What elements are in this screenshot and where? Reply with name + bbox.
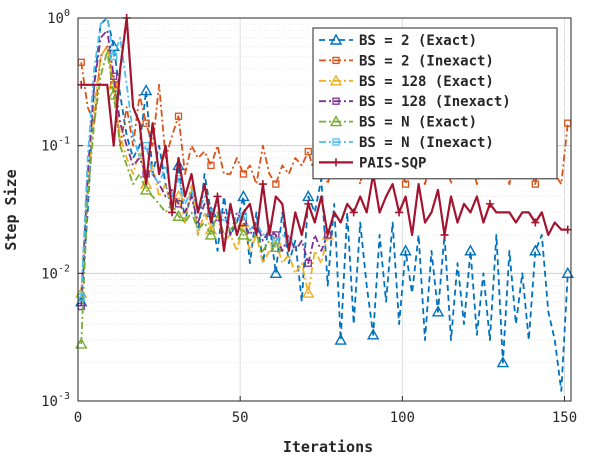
series-5-point: [272, 237, 280, 245]
legend-label: BS = 2 (Exact): [359, 33, 477, 49]
series-1-point: [531, 180, 539, 188]
series-3-point: [304, 259, 312, 267]
plot-frame: [77, 17, 572, 402]
series-2-point: [302, 286, 315, 298]
legend-label: BS = N (Inexact): [359, 135, 494, 151]
series-0-point: [269, 266, 283, 279]
legend: BS = 2 (Exact) BS = 2 (Inexact) BS = 128 (…: [312, 27, 558, 180]
legend-label: BS = 2 (Inexact): [359, 53, 494, 69]
y-ticks: 10-3 10-2 10-1 100: [41, 8, 83, 410]
series-4-point: [269, 240, 283, 252]
series-0-point: [496, 356, 510, 368]
series-4-point: [204, 228, 218, 240]
x-tick-label: 100: [390, 410, 415, 426]
series-6-point: [485, 199, 494, 208]
series-6-point: [531, 218, 540, 227]
legend-box: [312, 27, 558, 180]
series-1-point: [272, 180, 280, 188]
series-4-point: [237, 228, 250, 240]
y-tick-label: 10-3: [41, 391, 70, 410]
series-0-line: [80, 17, 569, 392]
series-1-point: [401, 180, 410, 188]
y-tick-label: 10-1: [41, 136, 70, 155]
series-1-point: [239, 170, 248, 178]
series-6-point: [77, 80, 86, 89]
series-4-point: [107, 88, 120, 100]
x-tick-label: 50: [232, 410, 249, 426]
y-axis-label: Step Size: [2, 169, 20, 250]
legend-label: BS = N (Exact): [359, 115, 477, 131]
series-3-point: [174, 200, 183, 208]
y-tick-label: 10-2: [41, 263, 70, 282]
legend-swatch-point: [332, 97, 340, 105]
y-tick-label: 100: [47, 8, 70, 27]
series-4-line: [80, 50, 277, 344]
series-0-point: [139, 84, 153, 96]
series-1-point: [304, 147, 312, 156]
legend-swatch-point: [329, 115, 343, 127]
series-1-point: [142, 119, 150, 127]
series-1-point: [174, 112, 183, 120]
legend-label: BS = 128 (Inexact): [359, 94, 511, 110]
series-0-point: [172, 159, 185, 171]
series-0-point: [334, 333, 347, 345]
series-4-point: [75, 337, 88, 349]
series-2-line: [80, 45, 329, 295]
series-6-point: [563, 225, 572, 234]
series-6-point: [213, 192, 222, 201]
series-4-point: [172, 209, 185, 221]
series-0-point: [431, 305, 445, 317]
series-6: [77, 14, 572, 252]
series-0-point: [237, 190, 250, 202]
series-6-point: [258, 180, 267, 189]
series-0-point: [529, 244, 542, 256]
series-6-line: [81, 16, 568, 252]
legend-label: PAIS-SQP: [359, 155, 426, 171]
series-6-point: [349, 208, 358, 217]
x-ticks: 0 50 100 150: [74, 396, 577, 426]
series-layer: [75, 14, 574, 392]
series-1-point: [207, 161, 215, 170]
series-0-point: [399, 244, 412, 256]
series-6-point: [440, 230, 449, 239]
series-4-point: [139, 183, 153, 195]
series-0-point: [464, 244, 477, 256]
legend-label: BS = 128 (Exact): [359, 74, 494, 90]
legend-swatch-point: [332, 138, 340, 146]
x-tick-label: 150: [552, 410, 577, 426]
series-6-point: [304, 199, 313, 208]
series-0-point: [561, 266, 574, 279]
series-5-point: [110, 52, 118, 61]
series-4: [75, 50, 283, 349]
legend-swatch-point: [332, 56, 340, 65]
legend-swatch-point: [329, 74, 343, 86]
series-6-point: [168, 208, 177, 217]
x-tick-label: 0: [74, 410, 82, 426]
series-6-point: [395, 208, 404, 217]
x-axis-label: Iterations: [283, 438, 373, 456]
series-0-point: [366, 328, 380, 340]
legend-swatch-point: [329, 33, 343, 45]
legend-swatch-point: [332, 158, 340, 167]
